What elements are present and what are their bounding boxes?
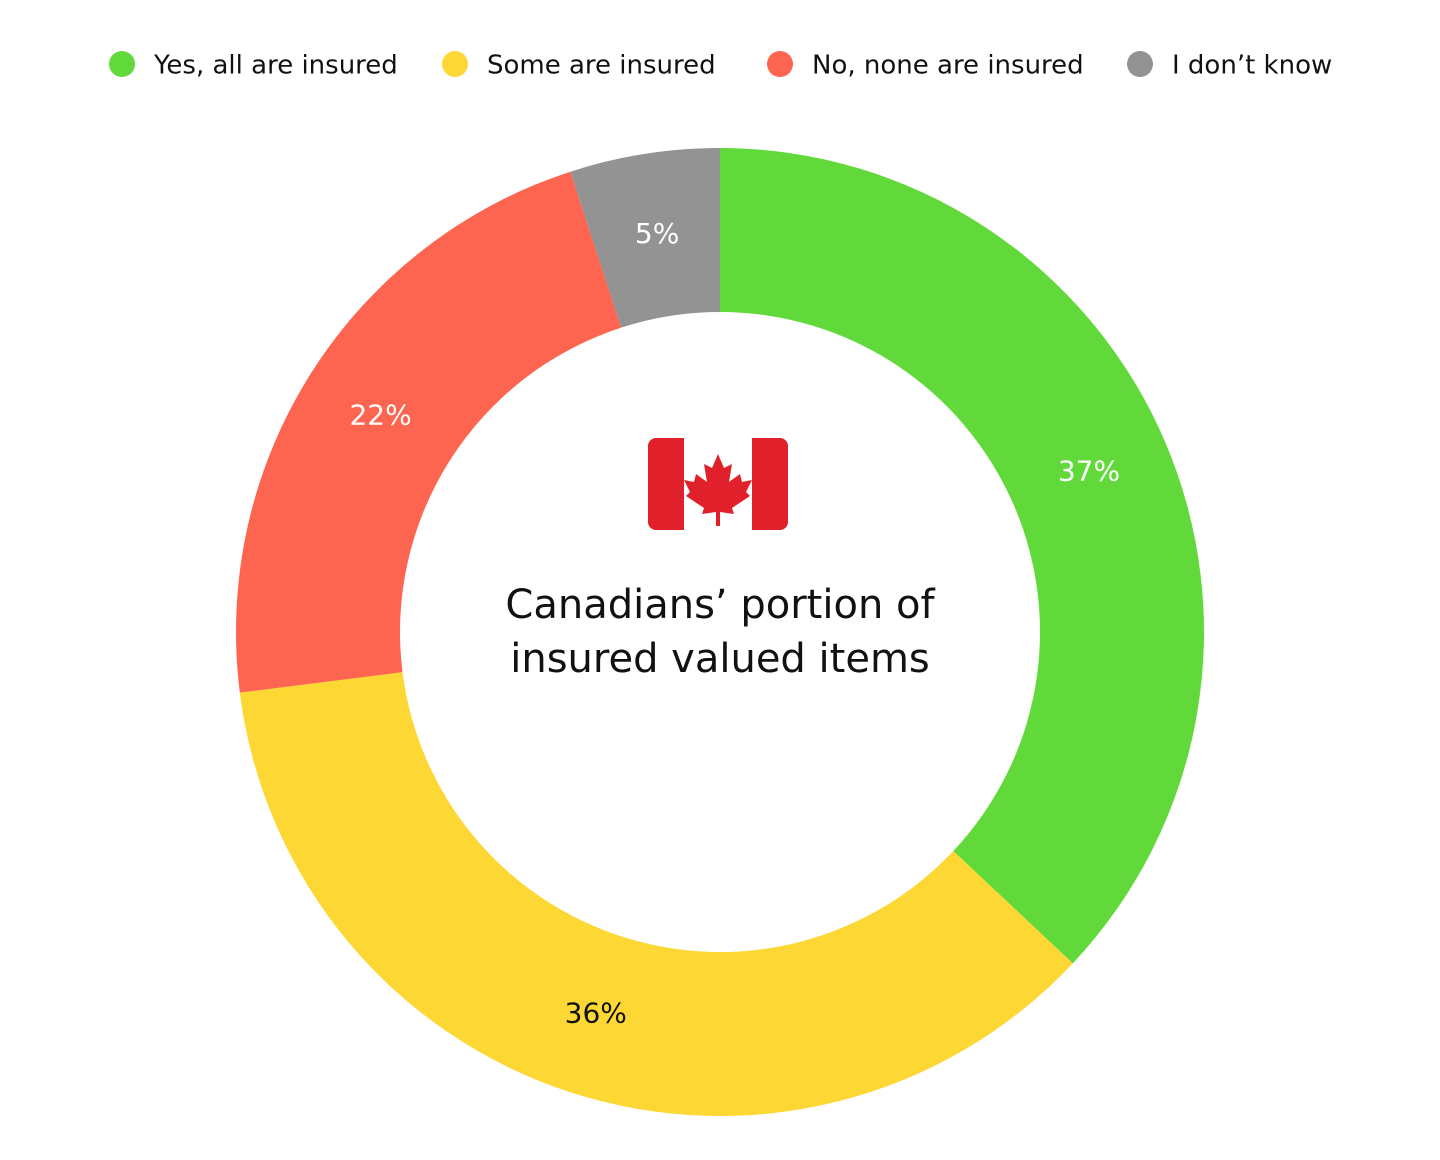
legend-marker — [442, 51, 468, 77]
legend-marker — [109, 51, 135, 77]
legend-marker — [1127, 51, 1153, 77]
donut-slice — [570, 148, 720, 328]
donut-slice — [720, 148, 1204, 964]
data-label: 5% — [635, 217, 679, 250]
donut-slice — [239, 672, 1073, 1116]
legend-marker — [767, 51, 793, 77]
flag-icon — [648, 438, 788, 530]
legend-label: Some are insured — [487, 51, 716, 81]
data-label: 22% — [349, 399, 411, 432]
data-label: 36% — [565, 996, 627, 1029]
data-label: 37% — [1058, 454, 1120, 487]
donut-slice — [236, 171, 622, 693]
chart-title: Canadians’ portion of insured valued ite… — [505, 582, 935, 682]
legend-label: Yes, all are insured — [153, 51, 398, 81]
legend-label: I don’t know — [1172, 51, 1332, 81]
legend-label: No, none are insured — [812, 51, 1084, 81]
